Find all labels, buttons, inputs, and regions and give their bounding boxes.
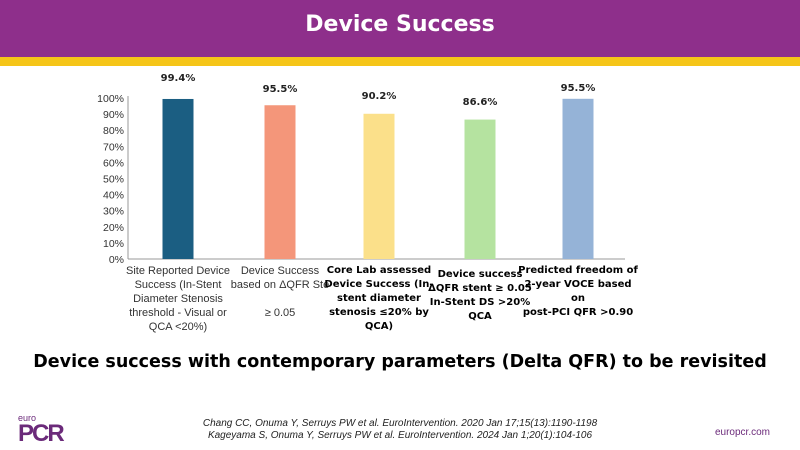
category-line: threshold - Visual or [129, 307, 227, 319]
category-line: Device Success (In- [324, 279, 434, 290]
category-line: Success (In-Stent [134, 279, 222, 291]
y-tick-label: 90% [103, 109, 124, 121]
reference: Chang CC, Onuma Y, Serruys PW et al. Eur… [202, 418, 598, 429]
category-line: 2-year VOCE based on [524, 279, 632, 304]
slide-title: Device Success [0, 0, 800, 57]
website: europcr.com [714, 427, 770, 438]
data-label: 90.2% [362, 91, 397, 102]
category-line: Device Success [240, 265, 320, 277]
category-line: QCA <20%) [148, 321, 208, 333]
bar [363, 113, 395, 259]
category-line: In-Stent DS >20% [429, 297, 531, 308]
category-line: Core Lab assessed [326, 265, 432, 276]
y-tick-label: 80% [103, 125, 124, 137]
y-tick-label: 70% [103, 141, 124, 153]
y-tick-label: 20% [103, 222, 124, 234]
y-tick-label: 50% [103, 174, 124, 186]
y-tick-label: 100% [97, 93, 124, 105]
reference: Kageyama S, Onuma Y, Serruys PW et al. E… [207, 430, 593, 441]
x-category-label: Device success ΔQFR stent ≥ 0.05 In-Stent … [420, 268, 540, 324]
europcr-logo: euro PCR [18, 413, 65, 447]
category-line: Device success [437, 269, 523, 280]
category-line: post-PCI QFR >0.90 [522, 307, 634, 318]
category-line: Site Reported Device [126, 265, 230, 277]
category-line: ΔQFR stent ≥ 0.05 [428, 283, 532, 294]
x-category-label: Predicted freedom of 2-year VOCE based on… [518, 264, 638, 320]
x-category-label: Device Success based on ΔQFR Ste ≥ 0.05 [220, 264, 340, 320]
y-tick-label: 0% [109, 254, 124, 266]
bar [264, 105, 296, 260]
conclusion: Device success with contemporary paramet… [33, 352, 767, 372]
category-line: Diameter Stenosis [133, 293, 223, 305]
category-line: ≥ 0.05 [264, 307, 296, 319]
x-category-label: Core Lab assessed Device Success (In-sten… [319, 264, 439, 334]
references: Chang CC, Onuma Y, Serruys PW et al. Eur… [160, 418, 640, 442]
y-tick-label: 10% [103, 238, 124, 250]
data-label: 86.6% [463, 97, 498, 108]
y-tick-label: 30% [103, 206, 124, 218]
bar [562, 98, 594, 260]
x-category-label: Site Reported Device Success (In-Stent Dia… [118, 264, 238, 334]
y-tick-label: 40% [103, 190, 124, 202]
bar [464, 119, 496, 259]
category-line: stenosis ≤20% by QCA) [329, 307, 429, 332]
category-line: stent diameter [337, 293, 421, 304]
category-line: based on ΔQFR Ste [230, 279, 330, 291]
data-label: 95.5% [561, 83, 596, 94]
accent-stripe [0, 57, 800, 66]
category-line: QCA [468, 311, 492, 322]
category-line: Predicted freedom of [518, 265, 638, 276]
data-label: 95.5% [263, 84, 298, 95]
data-label: 99.4% [161, 73, 196, 84]
bar [162, 98, 194, 259]
y-tick-label: 60% [103, 157, 124, 169]
